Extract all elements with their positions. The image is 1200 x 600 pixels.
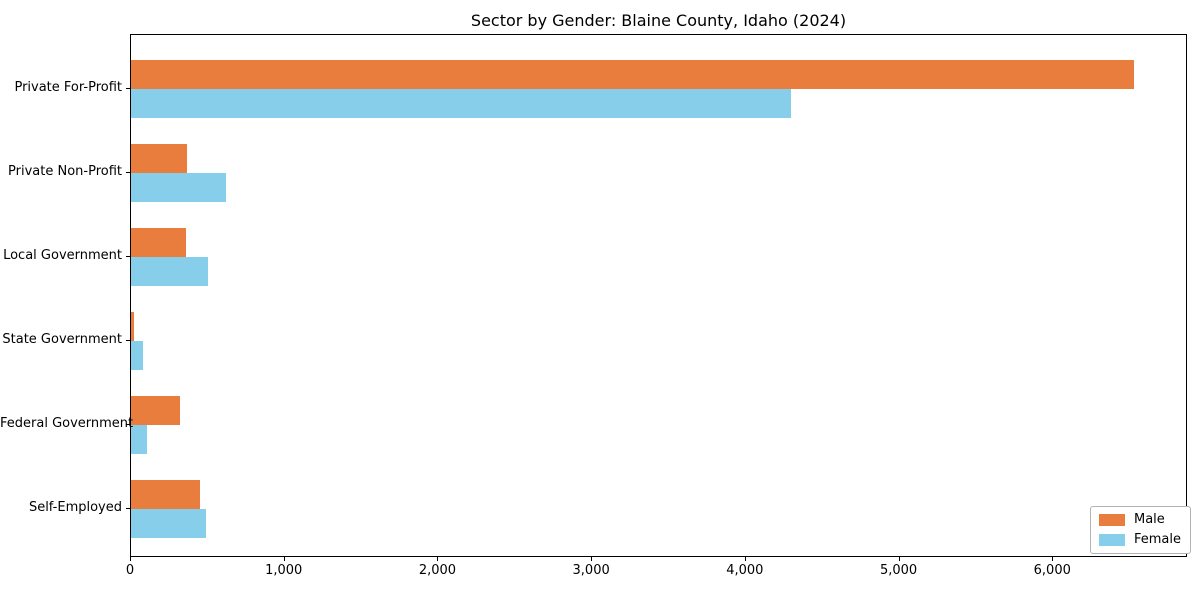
- xtick-mark: [130, 557, 131, 561]
- bar-male-private-non-profit: [131, 143, 187, 173]
- plot-area: [130, 34, 1187, 557]
- legend: Male Female: [1090, 506, 1192, 554]
- bar-female-private-non-profit: [131, 172, 227, 202]
- ytick-label-self-employed: Self-Employed: [28, 499, 122, 515]
- legend-entry-female: Female: [1099, 533, 1181, 547]
- ytick-mark: [126, 88, 130, 89]
- xtick-label-0: 0: [125, 563, 135, 578]
- chart-title: Sector by Gender: Blaine County, Idaho (…: [470, 11, 847, 30]
- bar-male-self-employed: [131, 479, 201, 509]
- xtick-label-6000: 6,000: [1033, 563, 1071, 578]
- xtick-mark: [283, 557, 285, 561]
- legend-entry-male: Male: [1099, 513, 1181, 527]
- ytick-mark: [126, 507, 130, 509]
- ytick-mark: [126, 423, 130, 425]
- ytick-mark: [126, 171, 130, 173]
- xtick-mark: [898, 557, 900, 561]
- xtick-label-4000: 4,000: [726, 563, 764, 578]
- legend-label-male: Male: [1134, 512, 1165, 527]
- bar-female-federal-government: [131, 424, 147, 454]
- bar-male-state-government: [131, 311, 135, 341]
- xtick-label-2000: 2,000: [418, 563, 457, 578]
- xtick-mark: [591, 557, 593, 561]
- ytick-label-private-non-profit: Private Non-Profit: [8, 163, 122, 179]
- bar-female-local-government: [131, 256, 208, 286]
- female-swatch-icon: [1099, 534, 1125, 546]
- xtick-mark: [1052, 557, 1054, 561]
- bar-female-state-government: [131, 340, 143, 370]
- xtick-mark: [437, 557, 439, 561]
- ytick-label-state-government: State Government: [2, 331, 122, 347]
- ytick-label-private-for-profit: Private For-Profit: [14, 80, 122, 95]
- xtick-label-5000: 5,000: [879, 563, 918, 578]
- xtick-label-1000: 1,000: [265, 563, 303, 578]
- ytick-label-local-government: Local Government: [3, 247, 122, 263]
- xtick-mark: [744, 557, 746, 561]
- bar-male-federal-government: [131, 395, 181, 425]
- legend-label-female: Female: [1134, 532, 1182, 547]
- ytick-mark: [126, 339, 130, 341]
- bar-female-self-employed: [131, 508, 207, 538]
- bar-male-local-government: [131, 227, 187, 257]
- ytick-mark: [126, 255, 130, 257]
- bar-female-private-for-profit: [131, 89, 791, 118]
- xtick-label-3000: 3,000: [572, 563, 610, 578]
- bar-male-private-for-profit: [131, 60, 1135, 89]
- male-swatch-icon: [1099, 514, 1125, 526]
- ytick-label-federal-government: Federal Government: [0, 415, 134, 431]
